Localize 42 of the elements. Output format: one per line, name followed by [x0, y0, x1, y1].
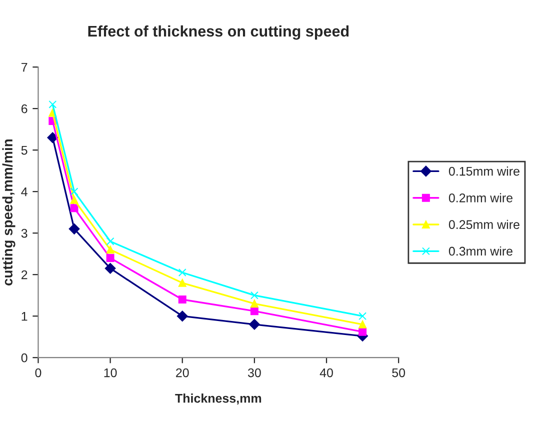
x-axis-title: Thickness,mm: [175, 394, 262, 405]
point: [48, 100, 57, 108]
x-tick-label: 30: [248, 368, 261, 378]
legend-label: 0.2mm wire: [448, 193, 512, 202]
point: [70, 188, 78, 196]
point: [70, 204, 78, 212]
y-tick-label: 5: [21, 146, 28, 155]
point: [358, 320, 367, 328]
point: [106, 254, 114, 262]
point: [250, 291, 258, 300]
point: [178, 268, 186, 276]
point: [178, 296, 186, 304]
y-tick-label: 2: [21, 270, 28, 280]
x-tick-label: 40: [320, 368, 333, 378]
x-tick-label: 50: [392, 368, 406, 378]
legend-label: 0.3mm wire: [448, 246, 512, 256]
y-tick-label: 0: [21, 353, 28, 362]
legend-label: 0.15mm wire: [448, 166, 520, 176]
point: [104, 262, 116, 274]
y-tick-label: 3: [21, 228, 28, 238]
point: [68, 223, 80, 234]
point: [106, 237, 114, 246]
chart-title: Effect of thickness on cutting speed: [88, 25, 349, 40]
point: [176, 310, 188, 322]
point: [358, 312, 367, 320]
x-tick-label: 20: [176, 368, 189, 378]
x-tick-label: 0: [35, 368, 42, 378]
y-axis-title: cutting speed,mm/min: [2, 139, 16, 286]
point: [106, 246, 114, 254]
y-tick-label: 6: [21, 104, 28, 114]
point: [250, 307, 258, 316]
y-tick-label: 1: [22, 312, 28, 321]
point: [178, 278, 186, 287]
y-tick-label: 7: [21, 62, 28, 72]
point: [70, 196, 78, 204]
point: [249, 318, 260, 330]
point: [47, 132, 58, 144]
legend-label: 0.25mm wire: [448, 220, 520, 230]
point: [250, 300, 258, 308]
x-tick-label: 10: [104, 368, 117, 378]
point: [358, 328, 367, 336]
y-tick-label: 4: [21, 188, 28, 196]
